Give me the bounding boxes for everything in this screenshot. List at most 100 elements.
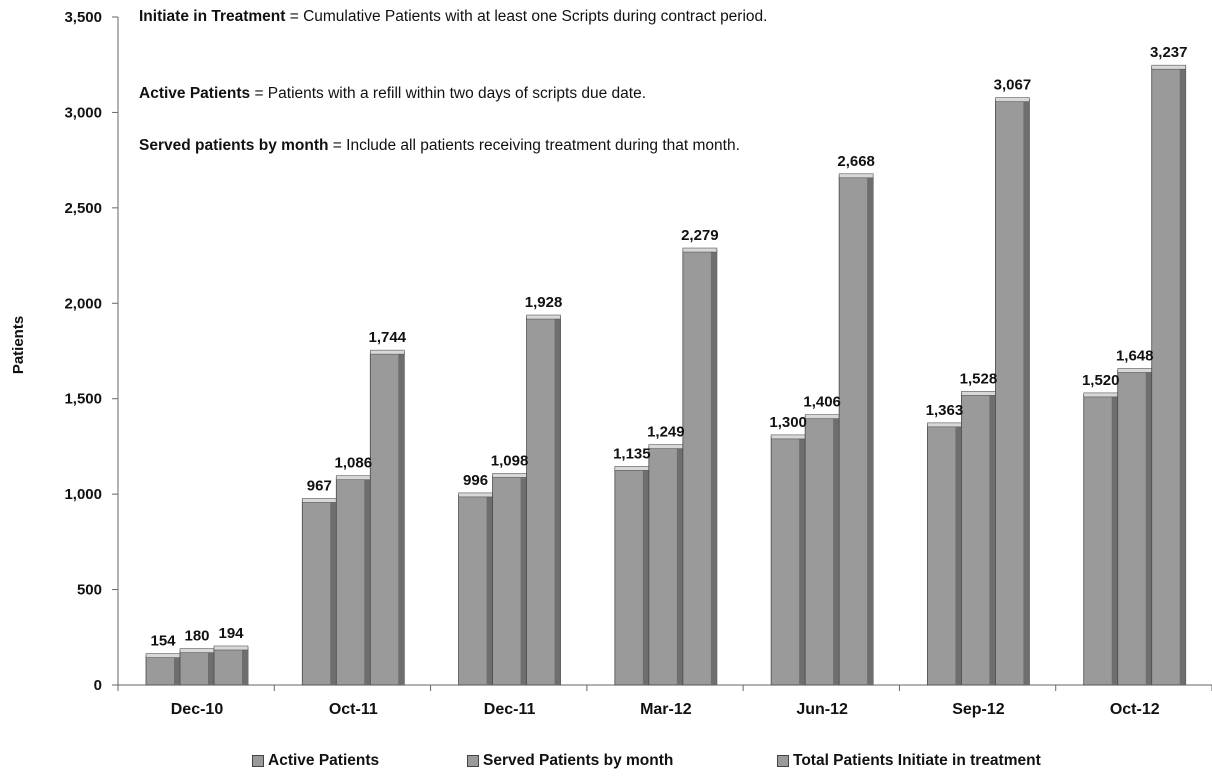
bar — [1083, 392, 1119, 686]
bar — [1117, 368, 1153, 686]
data-label: 1,744 — [369, 329, 407, 346]
data-label: 1,086 — [335, 455, 373, 472]
x-tick-label: Oct-12 — [1110, 701, 1160, 718]
y-tick-label: 3,000 — [64, 104, 102, 121]
legend-item-active: Active Patients — [252, 752, 379, 770]
x-tick-label: Mar-12 — [640, 701, 692, 718]
bar — [838, 173, 874, 686]
bar — [492, 473, 527, 686]
bar-shade — [833, 416, 840, 685]
bar-shade — [398, 352, 405, 685]
data-label: 154 — [150, 633, 176, 650]
note-text: = Cumulative Patients with at least one … — [285, 8, 768, 25]
bar-shade — [642, 468, 649, 685]
bar — [458, 492, 493, 686]
bar-top — [1083, 392, 1119, 398]
bar — [369, 349, 405, 686]
bar — [145, 653, 181, 686]
bar-shade — [486, 494, 493, 685]
bar-top — [648, 444, 684, 449]
bar-top — [804, 414, 840, 419]
legend-swatch — [467, 755, 479, 767]
bar — [648, 444, 684, 686]
legend-label: Served Patients by month — [483, 752, 674, 769]
bar-top — [335, 475, 371, 481]
data-label: 1,300 — [769, 414, 807, 431]
x-tick-label: Jun-12 — [796, 701, 848, 718]
note-term: Active Patients — [139, 85, 251, 102]
y-axis-label: Patients — [10, 316, 27, 374]
bar-shade — [676, 446, 683, 685]
data-label: 194 — [218, 625, 244, 642]
data-label: 1,098 — [491, 452, 529, 469]
y-tick-label: 500 — [77, 582, 102, 599]
data-label: 967 — [307, 477, 332, 494]
note-term: Initiate in Treatment — [139, 8, 286, 25]
legend-item-total: Total Patients Initiate in treatment — [777, 752, 1041, 770]
y-tick-label: 1,000 — [64, 486, 102, 503]
bar-top — [682, 247, 718, 253]
x-tick-label: Oct-11 — [329, 701, 378, 718]
bar — [526, 314, 561, 686]
bar-shade — [1145, 370, 1152, 685]
bar-top — [145, 653, 181, 658]
note-active-patients: Active Patients = Patients with a refill… — [139, 83, 819, 105]
bar-top — [301, 498, 337, 503]
bar — [770, 434, 806, 686]
bar-shade — [955, 424, 962, 685]
legend-item-served: Served Patients by month — [467, 752, 673, 770]
bar-shade — [330, 500, 337, 685]
legend-label: Total Patients Initiate in treatment — [793, 752, 1041, 769]
bar-shade — [520, 475, 527, 685]
y-tick-label: 0 — [94, 677, 102, 694]
bar-top — [492, 473, 527, 478]
bar-top — [1151, 64, 1187, 70]
bar-shade — [208, 650, 214, 685]
bar-top — [927, 422, 962, 428]
data-label: 3,237 — [1150, 44, 1188, 61]
data-label: 996 — [463, 472, 488, 489]
data-label: 1,249 — [647, 424, 685, 441]
bar-top — [770, 434, 806, 440]
data-label: 1,406 — [803, 394, 841, 411]
data-label: 2,279 — [681, 227, 719, 244]
note-initiate-treatment: Initiate in Treatment = Cumulative Patie… — [139, 6, 819, 28]
bar — [927, 422, 962, 686]
bar-shade — [174, 655, 180, 685]
bar-shade — [989, 393, 996, 685]
chart-bars — [145, 64, 1187, 686]
bar — [682, 247, 718, 686]
legend-swatch — [777, 755, 789, 767]
chart-legend: Active Patients Served Patients by month… — [0, 752, 1212, 776]
y-tick-label: 2,500 — [64, 200, 102, 217]
bar — [179, 648, 215, 686]
bar-shade — [554, 317, 561, 685]
bar-shade — [242, 647, 248, 685]
data-label: 180 — [184, 628, 209, 645]
data-label: 1,135 — [613, 445, 651, 462]
data-label: 1,528 — [960, 370, 998, 387]
bar-top — [838, 173, 874, 179]
bar — [961, 391, 996, 686]
data-label: 1,928 — [525, 294, 563, 311]
y-tick-label: 1,500 — [64, 391, 102, 408]
data-label: 3,067 — [994, 77, 1032, 94]
note-text: = Include all patients receiving treatme… — [328, 137, 740, 154]
bar-top — [458, 492, 493, 498]
x-tick-label: Sep-12 — [952, 701, 1005, 718]
data-label: 1,520 — [1082, 372, 1120, 389]
bar-top — [369, 349, 405, 355]
chart-axes: 0 500 1,000 1,500 2,000 2,500 3,000 3,500 Dec-10… — [64, 9, 1212, 718]
note-term: Served patients by month — [139, 137, 329, 154]
bar-shade — [1179, 67, 1186, 685]
bar-shade — [364, 477, 371, 685]
bar — [614, 466, 650, 686]
bar-top — [526, 314, 561, 320]
bar-top — [995, 97, 1030, 102]
bar-shade — [1023, 99, 1030, 686]
bar-shade — [1111, 394, 1118, 685]
bar-shade — [867, 175, 874, 685]
data-label: 1,648 — [1116, 347, 1154, 364]
